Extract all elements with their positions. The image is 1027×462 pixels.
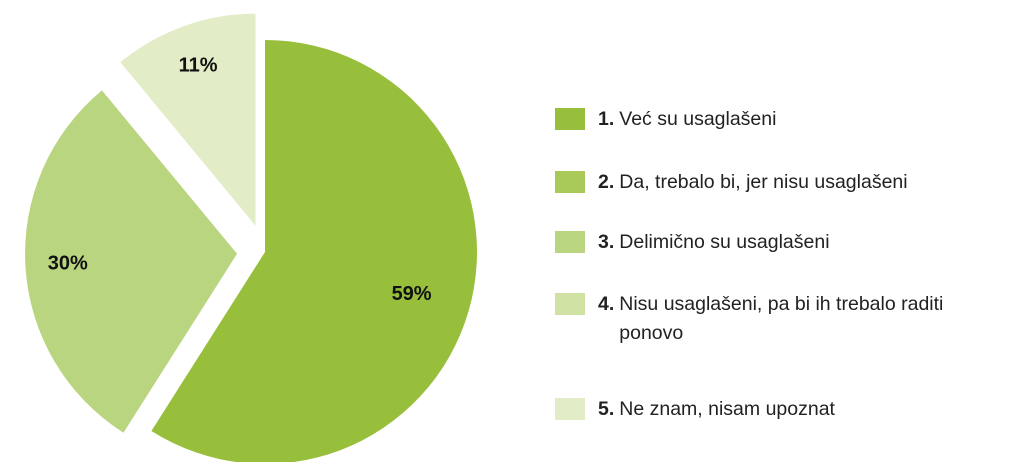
- pie-slice: [112, 67, 248, 231]
- legend-swatch: [555, 293, 585, 315]
- legend-item: 1. Već su usaglašeni: [555, 105, 776, 134]
- legend-label: Delimično su usaglašeni: [619, 231, 830, 253]
- legend-swatch: [555, 231, 585, 253]
- legend-number: 3.: [598, 231, 615, 253]
- legend-number: 2.: [598, 171, 615, 193]
- legend-swatch: [555, 108, 585, 130]
- pie-slice: [136, 275, 250, 455]
- legend-label: Nisu usaglašeni, pa bi ih trebalo raditi…: [619, 293, 944, 344]
- legend-label: Već su usaglašeni: [619, 108, 777, 130]
- legend-number: 5.: [598, 398, 615, 420]
- slice-label: 11%: [179, 54, 218, 76]
- legend-swatch: [555, 171, 585, 193]
- legend-item: 3. Delimično su usaglašeni: [555, 228, 830, 257]
- legend-item: 5. Ne znam, nisam upoznat: [555, 395, 835, 424]
- pie-slice: [151, 40, 477, 462]
- slice-label: 30%: [48, 253, 88, 275]
- legend-item: 4. Nisu usaglašeni, pa bi ih trebalo radi…: [555, 290, 969, 348]
- slice-label: 59%: [392, 283, 432, 305]
- pie-chart: 59% 30% 11%: [25, 13, 477, 462]
- legend-item: 2. Da, trebalo bi, jer nisu usaglašeni: [555, 168, 908, 197]
- pie-slice: [120, 13, 256, 226]
- legend-number: 4.: [598, 293, 615, 315]
- legend-number: 1.: [598, 108, 615, 130]
- legend-swatch: [555, 398, 585, 420]
- legend-label: Da, trebalo bi, jer nisu usaglašeni: [619, 171, 908, 193]
- pie-slice: [25, 90, 238, 433]
- legend-label: Ne znam, nisam upoznat: [619, 398, 835, 420]
